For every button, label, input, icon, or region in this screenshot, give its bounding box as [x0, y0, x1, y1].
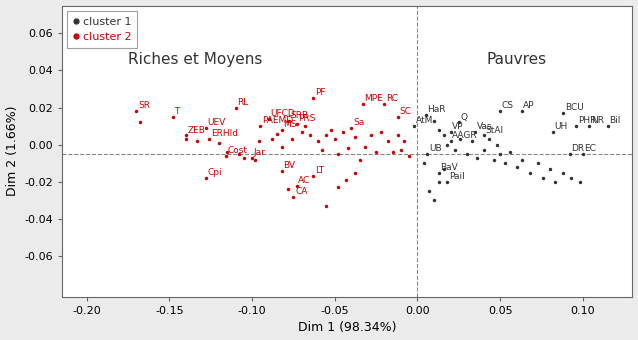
Text: AtM: AtM	[416, 116, 433, 125]
Text: DR: DR	[571, 144, 584, 153]
Text: UEV: UEV	[207, 118, 226, 127]
Text: SR: SR	[138, 101, 150, 110]
Text: PF: PF	[315, 88, 325, 97]
Text: ZEB: ZEB	[188, 125, 205, 135]
Text: AP: AP	[523, 101, 535, 110]
Text: Bil: Bil	[609, 116, 621, 125]
Text: Vas: Vas	[477, 122, 493, 131]
Text: StAl: StAl	[486, 125, 503, 135]
Text: ERHld: ERHld	[211, 129, 238, 138]
Text: HaR: HaR	[427, 105, 446, 114]
Text: RC: RC	[386, 94, 398, 103]
Text: Riches et Moyens: Riches et Moyens	[128, 52, 262, 67]
Text: CS: CS	[502, 101, 514, 110]
Text: RL: RL	[237, 98, 248, 107]
Text: EC: EC	[584, 144, 597, 153]
X-axis label: Dim 1 (98.34%): Dim 1 (98.34%)	[298, 321, 396, 335]
Text: PRS: PRS	[299, 114, 316, 123]
Text: Cost: Cost	[227, 146, 248, 155]
Text: T: T	[174, 107, 180, 116]
Text: Sa: Sa	[353, 118, 364, 127]
Text: UFCD: UFCD	[271, 109, 295, 118]
Text: AAGR: AAGR	[452, 131, 478, 140]
Text: VP: VP	[452, 122, 464, 131]
Legend: cluster 1, cluster 2: cluster 1, cluster 2	[68, 11, 137, 48]
Text: PAEMD: PAEMD	[262, 116, 293, 125]
Text: UH: UH	[554, 122, 568, 131]
Y-axis label: Dim 2 (1.66%): Dim 2 (1.66%)	[6, 106, 19, 197]
Text: UB: UB	[429, 144, 441, 153]
Text: CA: CA	[295, 187, 308, 196]
Text: BCU: BCU	[565, 103, 583, 112]
Text: Pauvres: Pauvres	[487, 52, 547, 67]
Text: MPE: MPE	[364, 94, 383, 103]
Text: Cpi: Cpi	[207, 168, 222, 177]
Text: MS: MS	[283, 120, 297, 129]
Text: Q: Q	[461, 113, 468, 121]
Text: AC: AC	[299, 175, 311, 185]
Text: NR: NR	[591, 116, 604, 125]
Text: SC: SC	[399, 107, 412, 116]
Text: BV: BV	[283, 161, 295, 170]
Text: LT: LT	[315, 166, 324, 175]
Text: PHR: PHR	[578, 116, 597, 125]
Text: Jar: Jar	[254, 148, 265, 157]
Text: BaV: BaV	[441, 163, 458, 172]
Text: Pail: Pail	[449, 172, 464, 181]
Text: SRR: SRR	[290, 110, 308, 120]
